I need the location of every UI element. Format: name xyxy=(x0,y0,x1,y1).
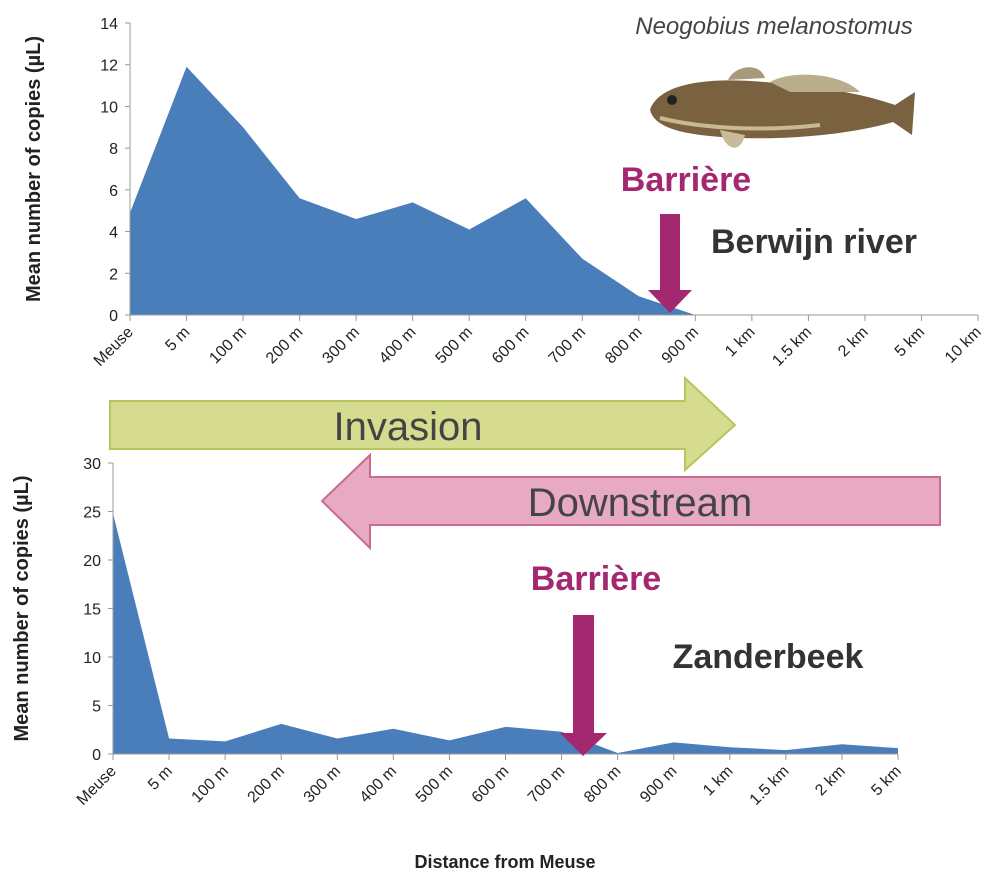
x-tick-label: 2 km xyxy=(835,324,872,361)
x-tick-label: 1.5 km xyxy=(769,324,815,370)
barrier-arrow xyxy=(560,615,607,756)
barrier-label: Barrière xyxy=(531,560,661,598)
x-tick-label: 5 km xyxy=(868,763,905,800)
fish-illustration xyxy=(650,67,915,147)
x-tick-label: 500 m xyxy=(413,763,456,806)
x-tick-label: 700 m xyxy=(546,324,589,367)
y-tick-label: 10 xyxy=(100,99,118,116)
y-tick-label: 0 xyxy=(109,308,118,325)
river-label: Zanderbeek xyxy=(673,638,864,676)
area xyxy=(113,513,898,754)
y-tick-label: 25 xyxy=(83,505,101,522)
x-tick-label: 600 m xyxy=(489,324,532,367)
x-tick-label: 10 km xyxy=(942,324,985,367)
x-tick-label: 5 km xyxy=(892,324,929,361)
downstream-label: Downstream xyxy=(528,481,753,525)
river-label: Berwijn river xyxy=(711,223,917,261)
y-tick-label: 5 xyxy=(92,699,101,716)
y-tick-label: 15 xyxy=(83,602,101,619)
x-tick-label: 200 m xyxy=(245,763,288,806)
x-tick-label: 1 km xyxy=(722,324,759,361)
x-tick-label: Meuse xyxy=(91,324,137,370)
x-tick-label: 300 m xyxy=(301,763,344,806)
x-tick-label: 5 m xyxy=(162,324,193,355)
y-tick-label: 0 xyxy=(92,747,101,764)
y-tick-label: 20 xyxy=(83,553,101,570)
x-tick-label: 400 m xyxy=(376,324,419,367)
y-axis-title: Mean number of copies (µL) xyxy=(23,36,45,302)
species-name: Neogobius melanostomus xyxy=(635,13,913,40)
y-tick-label: 14 xyxy=(100,16,118,33)
x-tick-label: 800 m xyxy=(602,324,645,367)
x-tick-label: 300 m xyxy=(319,324,362,367)
barrier-label: Barrière xyxy=(621,161,751,199)
x-tick-label: 1.5 km xyxy=(747,763,793,809)
x-tick-label: 500 m xyxy=(433,324,476,367)
x-axis-title: Distance from Meuse xyxy=(414,852,595,872)
x-tick-label: 800 m xyxy=(581,763,624,806)
x-tick-label: 2 km xyxy=(812,763,849,800)
x-tick-label: 100 m xyxy=(189,763,232,806)
y-tick-label: 10 xyxy=(83,650,101,667)
invasion-label: Invasion xyxy=(334,405,483,449)
x-tick-label: 900 m xyxy=(637,763,680,806)
x-tick-label: 600 m xyxy=(469,763,512,806)
y-tick-label: 4 xyxy=(109,225,118,242)
barrier-arrow xyxy=(648,214,692,313)
y-tick-label: 30 xyxy=(83,456,101,473)
x-tick-label: Meuse xyxy=(74,763,120,809)
x-tick-label: 400 m xyxy=(357,763,400,806)
y-tick-label: 6 xyxy=(109,183,118,200)
x-tick-label: 200 m xyxy=(263,324,306,367)
x-tick-label: 700 m xyxy=(525,763,568,806)
y-tick-label: 12 xyxy=(100,58,118,75)
y-tick-label: 8 xyxy=(109,141,118,158)
x-tick-label: 100 m xyxy=(206,324,249,367)
x-tick-label: 1 km xyxy=(700,763,737,800)
figure: 0 2 4 6 8 10 12 14 Meuse 5 m 100 m 200 m 300 m 400 m 5… xyxy=(0,0,998,880)
y-tick-label: 2 xyxy=(109,266,118,283)
y-axis-title: Mean number of copies (µL) xyxy=(11,476,33,742)
x-tick-label: 5 m xyxy=(145,763,176,794)
x-tick-label: 900 m xyxy=(659,324,702,367)
